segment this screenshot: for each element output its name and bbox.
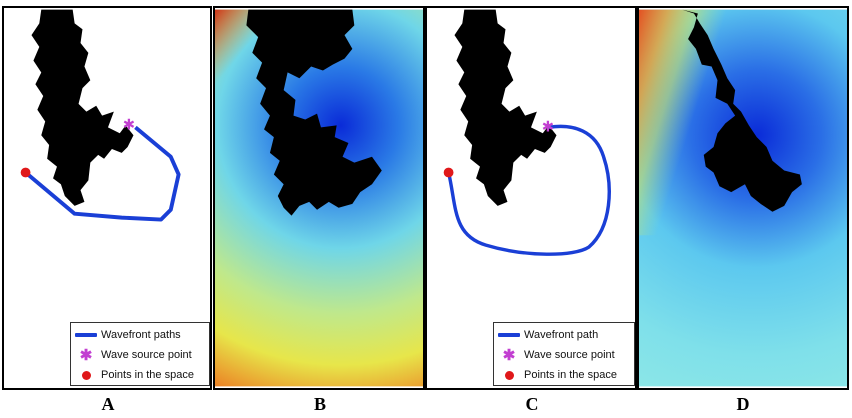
asterisk-star-icon: ✱ <box>502 346 516 364</box>
wavefront-path-1 <box>24 125 181 222</box>
obstacle-shape <box>682 9 802 212</box>
source-marker: ✱ <box>123 116 135 133</box>
obstacle-shape <box>454 9 557 206</box>
legend-source-label: Wave source point <box>101 349 192 361</box>
legend-path-label: Wavefront path <box>524 329 599 341</box>
legend-c: Wavefront path ✱ Wave source point Point… <box>493 322 635 386</box>
legend-points-label: Points in the space <box>101 369 194 381</box>
obstacle-shape <box>31 9 134 206</box>
panel-a-label: A <box>101 394 115 414</box>
wavefront-path <box>446 124 611 256</box>
panel-d-label: D <box>736 394 750 414</box>
panel-c: ✱ Wavefront path ✱ Wave source point Poi… <box>425 6 637 390</box>
legend-points-label: Points in the space <box>524 369 617 381</box>
panel-c-canvas: ✱ <box>443 9 611 256</box>
legend-row-path: Wavefront path <box>494 326 598 344</box>
obstacle-shape <box>246 9 382 216</box>
panel-b-canvas <box>215 9 423 387</box>
source-marker: ✱ <box>542 118 554 135</box>
legend-row-points: Points in the space <box>71 366 194 384</box>
red-dot-icon <box>71 366 101 384</box>
space-point-marker <box>443 167 454 178</box>
asterisk-star-icon: ✱ <box>79 346 93 364</box>
space-point-marker <box>20 167 31 178</box>
red-dot-icon <box>494 366 524 384</box>
panel-d <box>637 6 849 390</box>
panel-a: ✱ Wavefront paths ✱ Wave source point Po… <box>2 6 212 390</box>
legend-row-source: ✱ Wave source point <box>494 346 615 364</box>
panel-d-canvas <box>639 9 847 387</box>
legend-path-label: Wavefront paths <box>101 329 181 341</box>
panel-c-label: C <box>525 394 539 414</box>
panel-a-canvas: ✱ <box>20 9 181 222</box>
legend-source-label: Wave source point <box>524 349 615 361</box>
blue-line-icon <box>71 326 101 344</box>
legend-row-path: Wavefront paths <box>71 326 181 344</box>
legend-row-points: Points in the space <box>494 366 617 384</box>
legend-row-source: ✱ Wave source point <box>71 346 192 364</box>
blue-line-icon <box>494 326 524 344</box>
panel-b-label: B <box>313 394 326 414</box>
panel-b <box>213 6 425 390</box>
legend-a: Wavefront paths ✱ Wave source point Poin… <box>70 322 210 386</box>
